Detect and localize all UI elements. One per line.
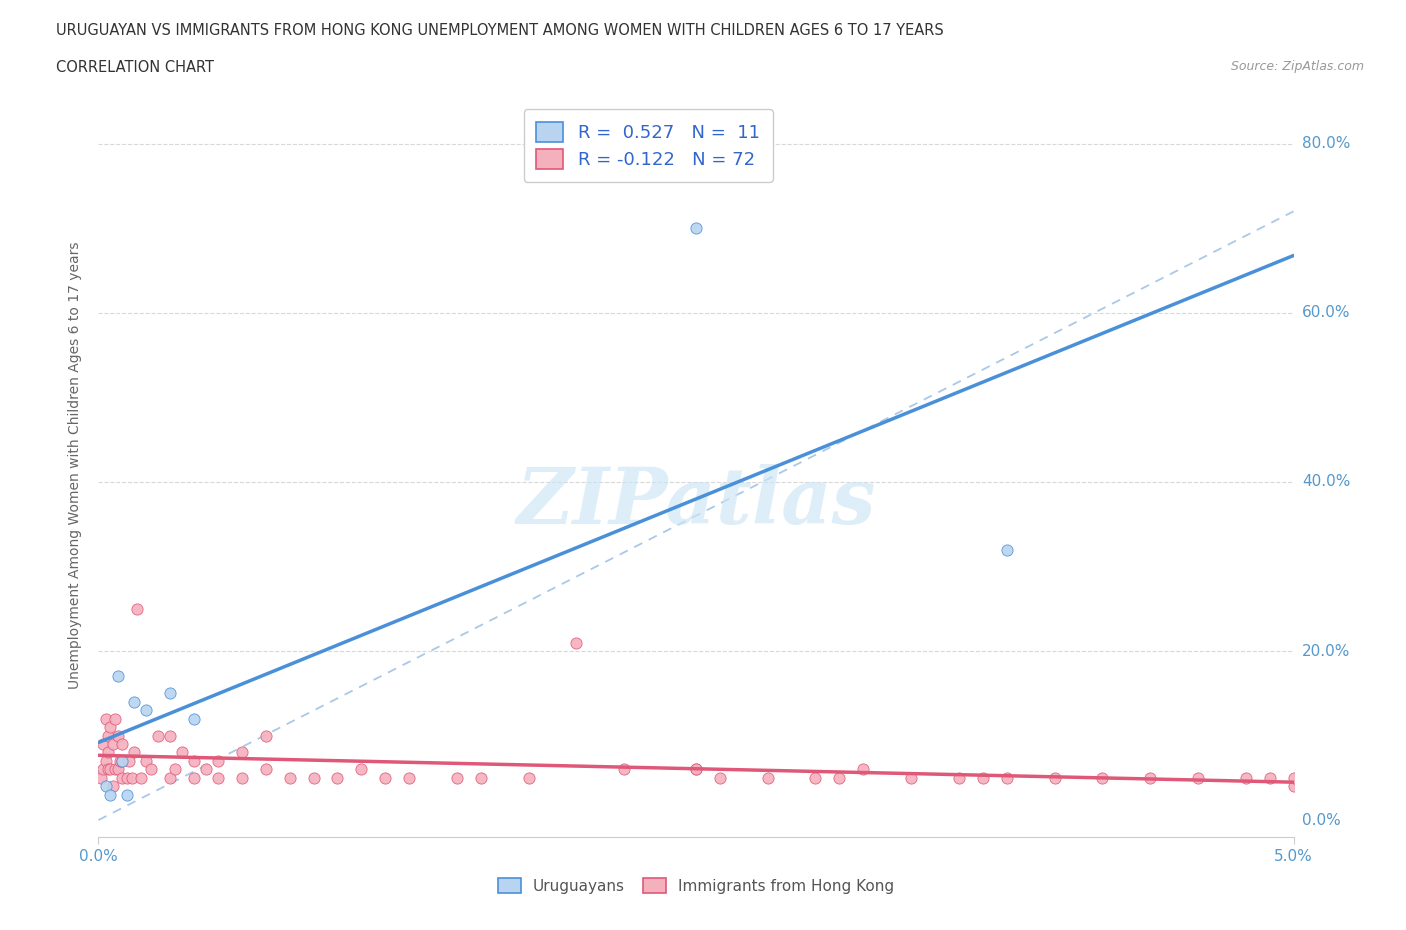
Point	[1282, 778, 1305, 793]
Point	[159, 770, 181, 785]
Point	[98, 788, 122, 803]
Point	[183, 770, 205, 785]
Point	[91, 737, 114, 751]
Point	[172, 745, 194, 760]
Point	[125, 602, 148, 617]
Point	[115, 770, 138, 785]
Text: 0.0%: 0.0%	[1302, 813, 1340, 828]
Point	[108, 753, 131, 768]
Point	[900, 770, 922, 785]
Point	[804, 770, 827, 785]
Text: Source: ZipAtlas.com: Source: ZipAtlas.com	[1230, 60, 1364, 73]
Point	[94, 753, 117, 768]
Point	[1043, 770, 1066, 785]
Text: URUGUAYAN VS IMMIGRANTS FROM HONG KONG UNEMPLOYMENT AMONG WOMEN WITH CHILDREN AG: URUGUAYAN VS IMMIGRANTS FROM HONG KONG U…	[56, 23, 943, 38]
Point	[97, 762, 120, 777]
Point	[94, 711, 117, 726]
Point	[131, 770, 153, 785]
Point	[1258, 770, 1281, 785]
Point	[231, 770, 253, 785]
Point	[107, 728, 129, 743]
Point	[446, 770, 468, 785]
Point	[124, 745, 146, 760]
Point	[254, 762, 277, 777]
Point	[326, 770, 349, 785]
Text: 60.0%: 60.0%	[1302, 305, 1350, 320]
Point	[97, 728, 120, 743]
Point	[98, 720, 122, 735]
Point	[254, 728, 277, 743]
Point	[115, 788, 138, 803]
Point	[107, 762, 129, 777]
Point	[159, 685, 181, 700]
Point	[159, 728, 181, 743]
Point	[94, 778, 117, 793]
Point	[995, 542, 1018, 557]
Y-axis label: Unemployment Among Women with Children Ages 6 to 17 years: Unemployment Among Women with Children A…	[69, 241, 83, 689]
Point	[1234, 770, 1257, 785]
Point	[194, 762, 218, 777]
Point	[350, 762, 373, 777]
Point	[111, 753, 134, 768]
Point	[852, 762, 875, 777]
Point	[183, 753, 205, 768]
Point	[685, 220, 707, 235]
Point	[111, 737, 134, 751]
Point	[124, 695, 146, 710]
Point	[948, 770, 970, 785]
Point	[104, 762, 127, 777]
Point	[756, 770, 779, 785]
Point	[107, 669, 129, 684]
Point	[135, 703, 157, 718]
Point	[278, 770, 301, 785]
Point	[374, 770, 396, 785]
Point	[90, 770, 112, 785]
Point	[1139, 770, 1161, 785]
Point	[148, 728, 170, 743]
Point	[398, 770, 420, 785]
Point	[135, 753, 157, 768]
Point	[517, 770, 540, 785]
Point	[183, 711, 205, 726]
Point	[828, 770, 851, 785]
Point	[709, 770, 731, 785]
Point	[972, 770, 994, 785]
Point	[565, 635, 588, 650]
Point	[1187, 770, 1209, 785]
Text: 40.0%: 40.0%	[1302, 474, 1350, 489]
Point	[101, 737, 124, 751]
Text: CORRELATION CHART: CORRELATION CHART	[56, 60, 214, 75]
Point	[1282, 770, 1305, 785]
Point	[231, 745, 253, 760]
Point	[685, 762, 707, 777]
Legend: Uruguayans, Immigrants from Hong Kong: Uruguayans, Immigrants from Hong Kong	[492, 872, 900, 900]
Point	[101, 778, 124, 793]
Point	[111, 770, 134, 785]
Point	[207, 770, 229, 785]
Text: 20.0%: 20.0%	[1302, 644, 1350, 658]
Point	[118, 753, 141, 768]
Point	[613, 762, 636, 777]
Point	[470, 770, 492, 785]
Point	[995, 770, 1018, 785]
Point	[1091, 770, 1114, 785]
Point	[104, 711, 127, 726]
Text: ZIPatlas: ZIPatlas	[516, 464, 876, 540]
Point	[207, 753, 229, 768]
Point	[685, 762, 707, 777]
Point	[163, 762, 186, 777]
Point	[91, 762, 114, 777]
Point	[97, 745, 120, 760]
Text: 80.0%: 80.0%	[1302, 136, 1350, 152]
Point	[121, 770, 143, 785]
Point	[139, 762, 162, 777]
Point	[111, 753, 134, 768]
Point	[98, 762, 122, 777]
Point	[302, 770, 325, 785]
